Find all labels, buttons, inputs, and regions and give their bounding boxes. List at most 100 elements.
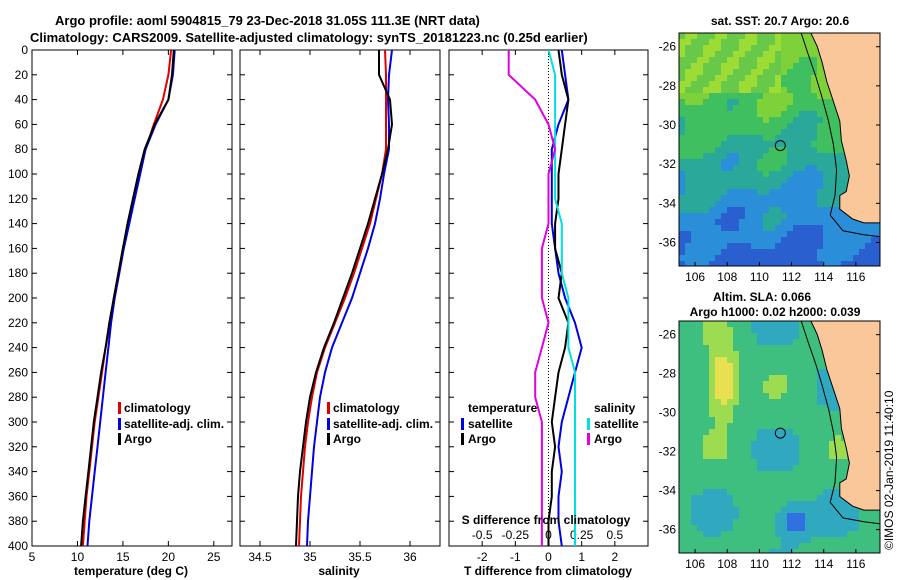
map-pixel — [805, 435, 811, 441]
map-pixel — [805, 219, 811, 225]
map-pixel — [787, 405, 793, 411]
map-pixel — [829, 207, 835, 213]
map-pixel — [739, 381, 745, 387]
salinity-panel-frame — [239, 49, 441, 547]
map-pixel — [763, 549, 769, 553]
map-pixel — [709, 99, 715, 105]
map-pixel — [763, 543, 769, 549]
map-pixel — [679, 261, 685, 266]
map-pixel — [703, 135, 709, 141]
y-tick-label: 380 — [8, 514, 28, 528]
map-pixel — [829, 411, 835, 417]
map-pixel — [775, 393, 781, 399]
map-pixel — [757, 255, 763, 261]
map-pixel — [763, 255, 769, 261]
map-pixel — [691, 51, 697, 57]
map-pixel — [739, 189, 745, 195]
map-pixel — [739, 207, 745, 213]
map-pixel — [685, 435, 691, 441]
map-pixel — [715, 501, 721, 507]
map-pixel — [769, 219, 775, 225]
map-pixel — [709, 195, 715, 201]
map-pixel — [769, 357, 775, 363]
map-pixel — [703, 213, 709, 219]
map-pixel — [871, 519, 877, 525]
map-pixel — [757, 501, 763, 507]
map-pixel — [781, 453, 787, 459]
map-pixel — [805, 465, 811, 471]
map-pixel — [823, 429, 829, 435]
map-pixel — [811, 459, 817, 465]
map-pixel — [745, 33, 751, 39]
map-y-tick-label: -36 — [659, 236, 677, 250]
map-pixel — [691, 159, 697, 165]
map-pixel — [811, 105, 817, 111]
map-pixel — [721, 81, 727, 87]
map-pixel — [799, 441, 805, 447]
map-pixel — [847, 537, 853, 543]
map-pixel — [745, 45, 751, 51]
map-pixel — [805, 429, 811, 435]
map-pixel — [703, 45, 709, 51]
map-field — [679, 33, 880, 266]
map-pixel — [751, 171, 757, 177]
map-pixel — [835, 447, 841, 453]
map-pixel — [745, 441, 751, 447]
map-pixel — [835, 213, 841, 219]
map-pixel — [751, 255, 757, 261]
legend-t-argo-label: Argo — [468, 432, 496, 446]
map-pixel — [793, 207, 799, 213]
map-pixel — [727, 489, 733, 495]
map-pixel — [715, 345, 721, 351]
map-pixel — [865, 531, 871, 537]
map-pixel — [691, 417, 697, 423]
map-pixel — [757, 405, 763, 411]
map-pixel — [715, 81, 721, 87]
map-pixel — [685, 387, 691, 393]
map-pixel — [805, 351, 811, 357]
map-pixel — [841, 447, 847, 453]
map-pixel — [877, 255, 880, 261]
map-pixel — [679, 147, 685, 153]
map-pixel — [745, 471, 751, 477]
map-pixel — [763, 387, 769, 393]
map-pixel — [727, 393, 733, 399]
map-pixel — [823, 135, 829, 141]
map-y-tick-label: -26 — [659, 328, 677, 342]
map-pixel — [733, 117, 739, 123]
map-pixel — [835, 483, 841, 489]
map-pixel — [781, 399, 787, 405]
map-pixel — [805, 357, 811, 363]
map-pixel — [697, 399, 703, 405]
map-pixel — [853, 219, 859, 225]
map-pixel — [781, 333, 787, 339]
map-pixel — [745, 489, 751, 495]
map-pixel — [757, 363, 763, 369]
map-pixel — [763, 501, 769, 507]
map-pixel — [745, 93, 751, 99]
map-pixel — [811, 81, 817, 87]
map-pixel — [685, 381, 691, 387]
map-pixel — [751, 375, 757, 381]
s-tick-label: -0.5 — [472, 528, 493, 542]
map-pixel — [697, 75, 703, 81]
map-pixel — [739, 333, 745, 339]
map-pixel — [769, 519, 775, 525]
map-pixel — [715, 219, 721, 225]
map-pixel — [775, 237, 781, 243]
map-pixel — [745, 207, 751, 213]
map-pixel — [793, 219, 799, 225]
map-pixel — [757, 333, 763, 339]
map-pixel — [829, 549, 835, 553]
map-pixel — [703, 417, 709, 423]
map-pixel — [769, 207, 775, 213]
shelf-contour — [800, 33, 880, 238]
map-pixel — [805, 363, 811, 369]
map-pixel — [799, 201, 805, 207]
map-pixel — [703, 141, 709, 147]
map-pixel — [727, 63, 733, 69]
map-pixel — [697, 537, 703, 543]
map-pixel — [679, 375, 685, 381]
map-pixel — [805, 417, 811, 423]
